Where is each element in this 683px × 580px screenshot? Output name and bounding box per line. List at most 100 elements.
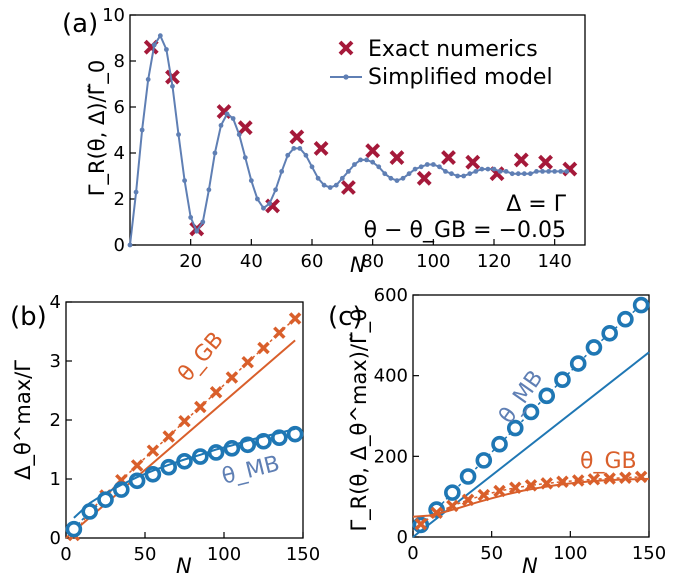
panel-b-ylabel: Δ_θ^max/Γ [11,360,36,480]
model-point [346,169,351,174]
cross-point [209,386,223,399]
model-point [224,111,230,117]
x-tick-label: 0 [407,543,418,564]
cross-point [237,120,253,136]
circle-point [286,425,304,443]
circle-point [475,452,493,469]
model-point [188,215,194,220]
cross-point [165,69,180,85]
fit-line [412,477,650,518]
panel-b-label-gb: θ_GB [173,327,229,386]
panel-b-plot [65,312,304,542]
model-point [230,116,236,121]
x-tick-label: 100 [416,251,450,272]
model-point [376,164,382,170]
y-tick-label: 2 [114,189,125,210]
panel-c-frame [412,294,650,538]
model-point [515,171,521,177]
x-tick-label: 150 [286,544,320,565]
panel-a-tag: (a) [62,9,98,39]
cross-point [441,150,456,166]
model-point [139,127,145,133]
y-tick-label: 600 [374,285,408,306]
model-point [406,171,412,177]
panel-a-ylabel: Γ_R(θ, Δ)/Γ̃_0 [85,60,110,196]
model-point [151,42,157,48]
circle-point [506,419,524,437]
x-tick-label: 150 [632,543,666,564]
cross-point [194,400,207,414]
cross-point [146,444,160,457]
model-point [418,164,424,170]
x-tick-label: 120 [477,251,511,272]
model-point [461,173,467,179]
panel-b-label-mb: θ_MB [219,451,282,489]
model-point [521,171,527,177]
model-point [248,178,254,184]
cross-point [603,472,616,485]
cross-point [389,150,405,166]
model-point [473,169,479,174]
model-point [157,33,163,39]
model-point [485,166,491,172]
y-tick-label: 8 [114,51,125,72]
model-point [552,169,558,174]
panel-b-xlabel: N [176,554,192,578]
panel-a-plot [127,33,578,248]
model-point [364,157,369,163]
panel-b: (b) 0 50 100 150 0 1 2 3 4 N Δ_θ^max/Γ θ_GB θ_MB [10,292,320,578]
model-point [412,166,418,172]
y-tick-label: 200 [374,446,408,467]
model-point [528,171,533,177]
model-point [394,178,400,184]
model-point [424,162,430,167]
model-point [449,171,454,177]
y-tick-label: 4 [114,143,125,164]
cross-point [365,143,381,159]
model-point [315,175,321,181]
model-point [242,155,248,161]
cross-point [414,517,428,531]
model-point [509,171,515,177]
model-point [455,173,460,179]
panel-b-ticks: 0 50 100 150 0 1 2 3 4 [50,292,321,565]
circle-point [585,339,603,356]
model-point [443,169,448,174]
y-tick-label: 6 [114,97,125,118]
y-tick-label: 1 [50,469,61,490]
panel-c-ticks: 0 50 100 150 0 200 400 600 [374,285,667,564]
x-tick-label: 0 [60,544,71,565]
circle-point [554,371,571,389]
model-point [327,185,333,190]
model-point [503,169,509,174]
cross-point [634,470,648,484]
legend-exact-label: Exact numerics [368,37,538,62]
series--mb [412,296,650,534]
panel-a-note-delta: Δ = Γ [506,192,566,217]
panel-a-note-theta: θ − θ_GB = −0.05 [364,218,566,243]
cross-point [513,152,529,168]
model-point [218,123,224,128]
x-tick-label: 100 [207,544,241,565]
model-point [279,169,285,174]
model-point [176,132,181,138]
model-point [339,175,345,181]
circle-point [538,387,556,405]
cross-point [130,459,144,472]
model-point [267,201,272,207]
y-tick-label: 400 [374,366,408,387]
legend-model-label: Simplified model [368,65,553,90]
model-point [321,182,327,188]
model-point [479,166,485,172]
cross-point [241,355,254,369]
y-tick-label: 4 [50,292,61,313]
panel-a-ticks: 20 40 60 80 100 120 140 0 2 4 6 8 10 [102,5,572,272]
legend-model-marker [330,74,362,80]
y-tick-label: 0 [50,528,61,549]
model-point [255,196,260,202]
cross-point [416,170,432,186]
model-point [236,132,242,138]
panel-c-tag: (c) [328,302,363,332]
model-point [352,162,357,167]
cross-point [178,414,191,428]
